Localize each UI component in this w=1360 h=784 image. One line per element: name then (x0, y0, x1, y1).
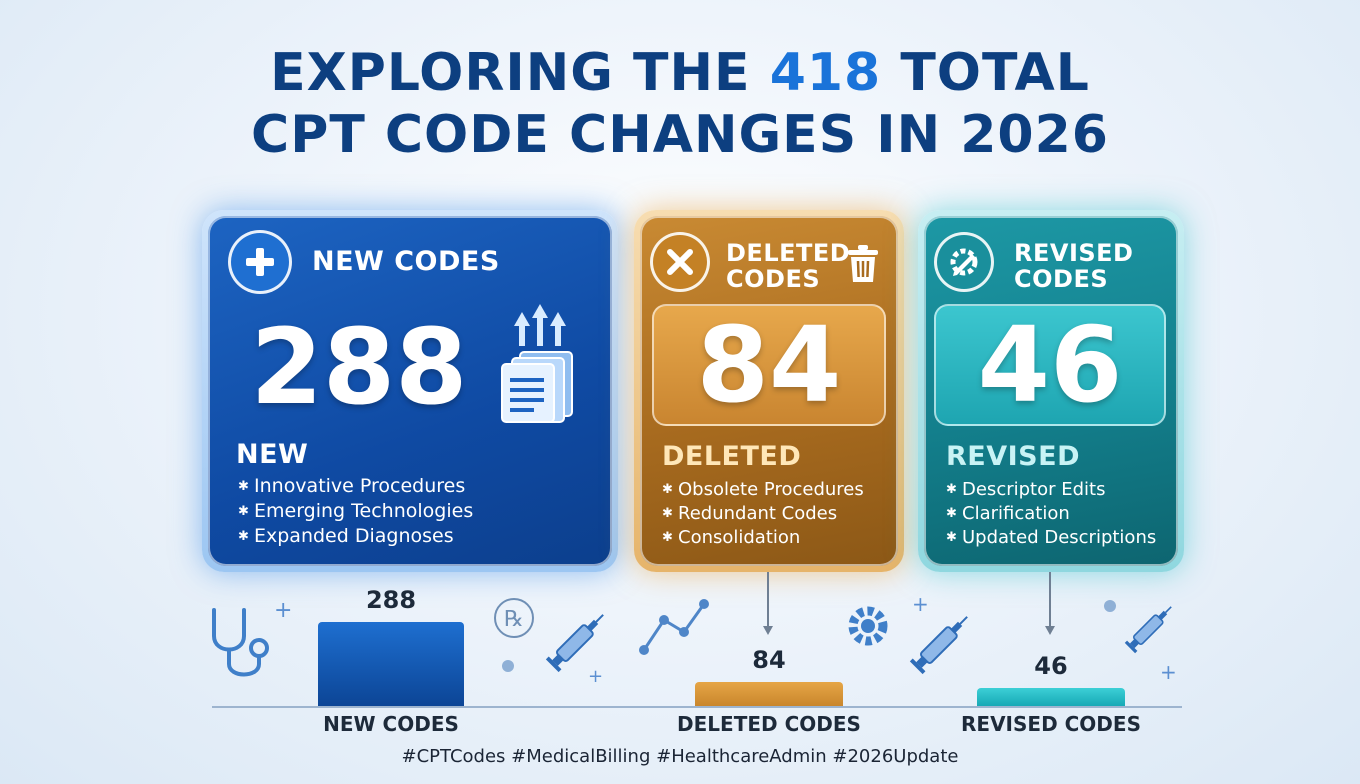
deleted-section-title: DELETED (662, 441, 802, 472)
stethoscope-icon (204, 606, 274, 690)
deleted-codes-card: DELETED CODES 84 DELETED ✱ Obsolete Proce… (634, 210, 904, 572)
list-item: ✱ Descriptor Edits (946, 479, 1106, 500)
category-label: REVISED CODES (961, 712, 1141, 736)
revised-value-box (934, 304, 1166, 426)
bar-revised-codes (977, 688, 1125, 706)
list-item: ✱ Obsolete Procedures (662, 479, 864, 500)
hashtags: #CPTCodes #MedicalBilling #HealthcareAdm… (401, 746, 959, 767)
revised-codes-card-body: REVISED CODES 46 REVISED ✱ Descriptor Edi… (924, 216, 1178, 566)
list-item: ✱ Consolidation (662, 527, 801, 548)
bar-new-codes (318, 622, 464, 706)
bar-value-label: 84 (752, 645, 786, 674)
revised-codes-card: REVISED CODES 46 REVISED ✱ Descriptor Edi… (918, 210, 1184, 572)
list-item: ✱ Redundant Codes (662, 503, 838, 524)
category-label: NEW CODES (323, 712, 459, 736)
list-item: ✱ Innovative Procedures (238, 475, 466, 497)
title-line-1-start: EXPLORING THE (270, 43, 770, 103)
deleted-codes-value: 84 (696, 304, 842, 426)
bar-value-label: 46 (1034, 652, 1068, 680)
list-item: ✱ Updated Descriptions (946, 527, 1157, 548)
bar-deleted-codes (695, 681, 843, 706)
revised-items-list: ✱ Descriptor Edits ✱ Clarification ✱ Update… (946, 478, 1156, 550)
plus-sparkle-icon: + (274, 598, 293, 623)
plus-sparkle-icon-2: + (912, 592, 929, 616)
title-total-highlight: 418 (769, 43, 882, 103)
new-codes-heading: NEW CODES (312, 246, 500, 277)
revised-connector-arrow (1044, 572, 1056, 640)
category-label: DELETED CODES (677, 712, 861, 736)
rx-symbol-icon: ℞ (492, 596, 536, 644)
deleted-codes-heading: DELETED CODES (726, 240, 850, 292)
syringe-icon (540, 604, 614, 682)
plus-icon (228, 230, 292, 294)
syringe-icon-2 (904, 606, 978, 684)
deleted-heading-line-2: CODES (726, 265, 821, 293)
trash-icon (846, 244, 880, 288)
line-graph-icon (636, 596, 712, 662)
deleted-value-box (652, 304, 886, 426)
deleted-connector-arrow (762, 572, 774, 640)
gear-icon (842, 600, 894, 656)
dot-icon (502, 660, 514, 672)
deleted-items-list: ✱ Obsolete Procedures ✱ Redundant Codes ✱ C… (662, 478, 864, 550)
deleted-heading-line-1: DELETED (726, 239, 851, 267)
title-line-1: EXPLORING THE 418 TOTAL (0, 42, 1360, 104)
revised-heading-line-2: CODES (1014, 265, 1109, 293)
list-item: ✱ Clarification (946, 503, 1070, 524)
plus-sparkle-icon-4: + (588, 666, 604, 687)
bar-value-label: 288 (365, 586, 417, 614)
revised-codes-value: 46 (977, 304, 1123, 426)
revised-section-title: REVISED (946, 441, 1080, 472)
x-icon (650, 232, 710, 292)
revised-heading-line-1: REVISED (1014, 239, 1134, 267)
title-line-2: CPT CODE CHANGES IN 2026 (251, 105, 1109, 165)
page-title: EXPLORING THE 418 TOTAL CPT CODE CHANGES… (0, 42, 1360, 166)
new-codes-value: 288 (250, 306, 468, 428)
title-line-1-end: TOTAL (881, 43, 1090, 103)
list-item: ✱ Emerging Technologies (238, 500, 474, 522)
revised-codes-heading: REVISED CODES (1014, 240, 1133, 292)
gear-pencil-icon (934, 232, 994, 292)
new-codes-card-body: NEW CODES 288 NEW ✱ Innovative Procedures… (208, 216, 612, 566)
documents-upload-icon (498, 304, 580, 428)
deleted-codes-card-body: DELETED CODES 84 DELETED ✱ Obsolete Proce… (640, 216, 898, 566)
chart-baseline (212, 706, 1182, 708)
plus-sparkle-icon-3: + (1160, 660, 1177, 684)
svg-text:℞: ℞ (504, 607, 524, 632)
new-items-list: ✱ Innovative Procedures ✱ Emerging Technol… (238, 474, 473, 549)
new-section-title: NEW (236, 439, 309, 470)
syringe-icon-3 (1120, 598, 1180, 662)
dot-icon-2 (1104, 600, 1116, 612)
new-codes-card: NEW CODES 288 NEW ✱ Innovative Procedures… (202, 210, 618, 572)
list-item: ✱ Expanded Diagnoses (238, 525, 454, 547)
